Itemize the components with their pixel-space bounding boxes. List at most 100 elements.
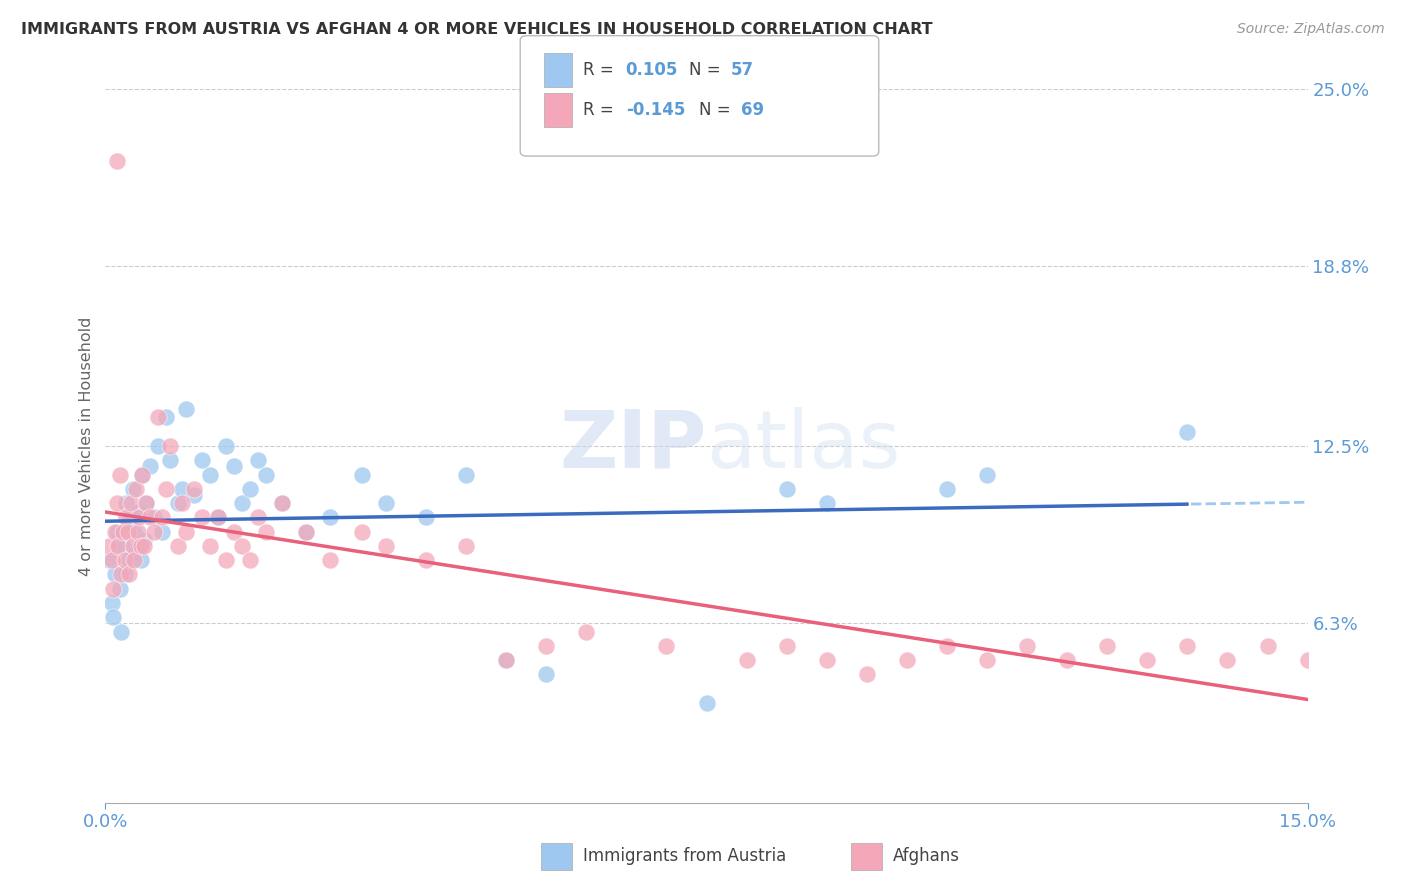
Point <box>159 439 181 453</box>
Point <box>120 496 142 510</box>
Point <box>815 653 838 667</box>
Point <box>125 544 148 558</box>
Point <box>246 453 269 467</box>
Point <box>128 539 150 553</box>
Point <box>129 553 152 567</box>
Point <box>108 467 131 482</box>
Point <box>246 510 269 524</box>
Point <box>222 458 245 473</box>
Point <box>295 524 318 539</box>
Point <box>121 482 143 496</box>
Text: atlas: atlas <box>707 407 901 485</box>
Point <box>1015 639 1038 653</box>
Point <box>374 496 398 510</box>
Point <box>114 567 136 582</box>
Point <box>214 553 236 567</box>
Point <box>270 496 292 510</box>
Point <box>107 539 129 553</box>
Text: Source: ZipAtlas.com: Source: ZipAtlas.com <box>1237 22 1385 37</box>
Text: Afghans: Afghans <box>893 847 960 865</box>
Point <box>174 401 197 416</box>
Point <box>1257 639 1279 653</box>
Point <box>214 439 236 453</box>
Text: N =: N = <box>689 61 725 78</box>
Point <box>295 524 318 539</box>
Point <box>207 510 229 524</box>
Point <box>103 610 125 624</box>
Point <box>319 510 342 524</box>
Point <box>146 410 169 425</box>
Text: IMMIGRANTS FROM AUSTRIA VS AFGHAN 4 OR MORE VEHICLES IN HOUSEHOLD CORRELATION CH: IMMIGRANTS FROM AUSTRIA VS AFGHAN 4 OR M… <box>21 22 932 37</box>
Point <box>131 467 153 482</box>
Point <box>131 467 153 482</box>
Point <box>855 667 877 681</box>
Point <box>128 510 150 524</box>
Point <box>124 553 146 567</box>
Point <box>98 553 121 567</box>
Point <box>239 553 262 567</box>
Text: R =: R = <box>583 101 620 119</box>
Point <box>170 482 193 496</box>
Point <box>1175 425 1198 439</box>
Point <box>239 482 262 496</box>
Point <box>117 516 139 530</box>
Point <box>166 496 188 510</box>
Point <box>1136 653 1159 667</box>
Point <box>118 553 141 567</box>
Point <box>198 539 221 553</box>
Point <box>110 567 132 582</box>
Point <box>575 624 598 639</box>
Point <box>1056 653 1078 667</box>
Point <box>114 553 136 567</box>
Point <box>534 667 557 681</box>
Y-axis label: 4 or more Vehicles in Household: 4 or more Vehicles in Household <box>79 317 94 575</box>
Point <box>104 567 127 582</box>
Point <box>1296 653 1319 667</box>
Point <box>495 653 517 667</box>
Point <box>150 510 173 524</box>
Point <box>112 524 135 539</box>
Point <box>112 539 135 553</box>
Point <box>415 553 437 567</box>
Point <box>231 539 253 553</box>
Text: 69: 69 <box>741 101 763 119</box>
Point <box>101 553 124 567</box>
Point <box>254 467 277 482</box>
Point <box>231 496 253 510</box>
Point <box>104 524 127 539</box>
Point <box>170 496 193 510</box>
Point <box>150 524 173 539</box>
Point <box>110 624 132 639</box>
Point <box>127 505 149 519</box>
Point <box>350 467 373 482</box>
Point <box>132 539 155 553</box>
Point <box>103 582 125 596</box>
Point <box>350 524 373 539</box>
Text: 57: 57 <box>731 61 754 78</box>
Point <box>125 482 148 496</box>
Point <box>115 496 138 510</box>
Point <box>190 510 212 524</box>
Point <box>159 453 181 467</box>
Point <box>936 482 959 496</box>
Text: N =: N = <box>699 101 735 119</box>
Point <box>135 496 157 510</box>
Point <box>108 582 131 596</box>
Point <box>166 539 188 553</box>
Point <box>976 467 998 482</box>
Point <box>696 696 718 710</box>
Point <box>98 539 121 553</box>
Point <box>146 439 169 453</box>
Point <box>129 539 152 553</box>
Point <box>374 539 398 553</box>
Point <box>155 410 177 425</box>
Point <box>270 496 292 510</box>
Point <box>495 653 517 667</box>
Point <box>1097 639 1119 653</box>
Point <box>1175 639 1198 653</box>
Point <box>222 524 245 539</box>
Point <box>776 482 799 496</box>
Point <box>198 467 221 482</box>
Point <box>138 510 160 524</box>
Text: R =: R = <box>583 61 620 78</box>
